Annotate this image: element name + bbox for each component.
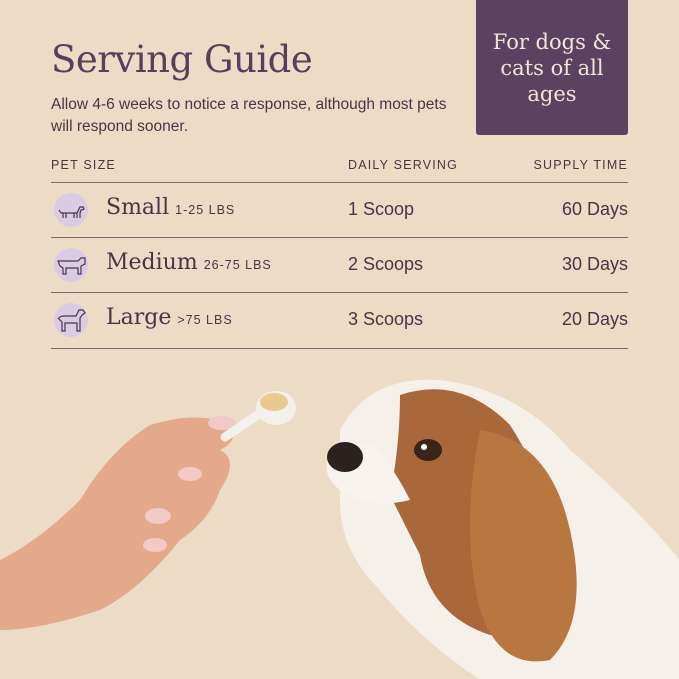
weight-range: 1-25 LBS: [175, 203, 236, 217]
subtitle: Allow 4-6 weeks to notice a response, al…: [51, 96, 447, 135]
supply-time: 20 Days: [561, 309, 628, 329]
header-supply-time: SUPPLY TIME: [533, 158, 628, 172]
table-row: Medium 26-75 LBS 2 Scoops 30 Days: [51, 238, 628, 293]
daily-serving: 3 Scoops: [348, 309, 424, 329]
divider: [51, 182, 628, 183]
size-label: Small: [106, 195, 170, 220]
badge-text: For dogs & cats of all ages: [492, 29, 612, 106]
scoop-illustration: [220, 391, 296, 442]
small-dog-icon: [54, 193, 88, 227]
supply-time: 30 Days: [561, 254, 628, 274]
daily-serving: 1 Scoop: [348, 199, 415, 219]
age-badge: For dogs & cats of all ages: [476, 0, 628, 135]
weight-range: 26-75 LBS: [203, 258, 272, 272]
divider: [51, 237, 628, 238]
supply-time: 60 Days: [561, 199, 628, 219]
table-row: Small 1-25 LBS 1 Scoop 60 Days: [51, 183, 628, 238]
divider: [51, 348, 628, 349]
hand-scoop-dog-photo: [0, 379, 679, 679]
divider: [51, 292, 628, 293]
dog-illustration: [326, 379, 679, 679]
weight-range: >75 LBS: [177, 313, 233, 327]
daily-serving: 2 Scoops: [348, 254, 424, 274]
header-pet-size: PET SIZE: [51, 158, 116, 172]
hand-illustration: [0, 416, 236, 630]
large-dog-icon: [54, 303, 88, 337]
size-label: Medium: [106, 250, 198, 275]
medium-dog-icon: [54, 248, 88, 282]
size-label: Large: [106, 305, 172, 330]
table-row: Large >75 LBS 3 Scoops 20 Days: [51, 293, 628, 348]
page-title: Serving Guide: [51, 38, 313, 81]
header-daily-serving: DAILY SERVING: [348, 158, 459, 172]
